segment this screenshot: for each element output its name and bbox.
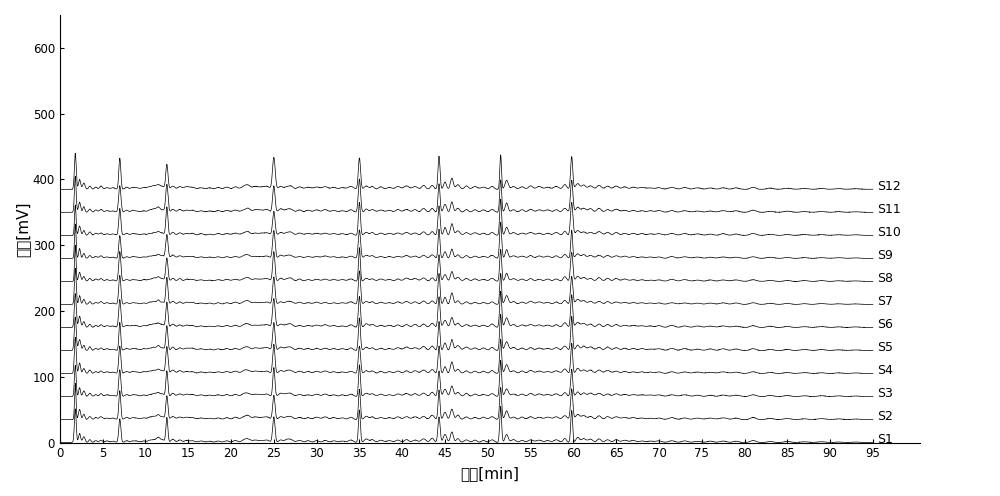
Text: S1: S1 <box>877 434 893 446</box>
Text: S3: S3 <box>877 387 893 400</box>
Text: S10: S10 <box>877 226 901 239</box>
Text: S2: S2 <box>877 410 893 424</box>
X-axis label: 时间[min]: 时间[min] <box>460 466 519 481</box>
Text: S9: S9 <box>877 249 893 262</box>
Text: S11: S11 <box>877 203 901 216</box>
Text: S6: S6 <box>877 318 893 331</box>
Text: S4: S4 <box>877 365 893 377</box>
Text: S8: S8 <box>877 272 893 285</box>
Text: S12: S12 <box>877 180 901 193</box>
Text: S7: S7 <box>877 295 893 309</box>
Text: S5: S5 <box>877 341 893 354</box>
Y-axis label: 信号[mV]: 信号[mV] <box>15 201 30 256</box>
